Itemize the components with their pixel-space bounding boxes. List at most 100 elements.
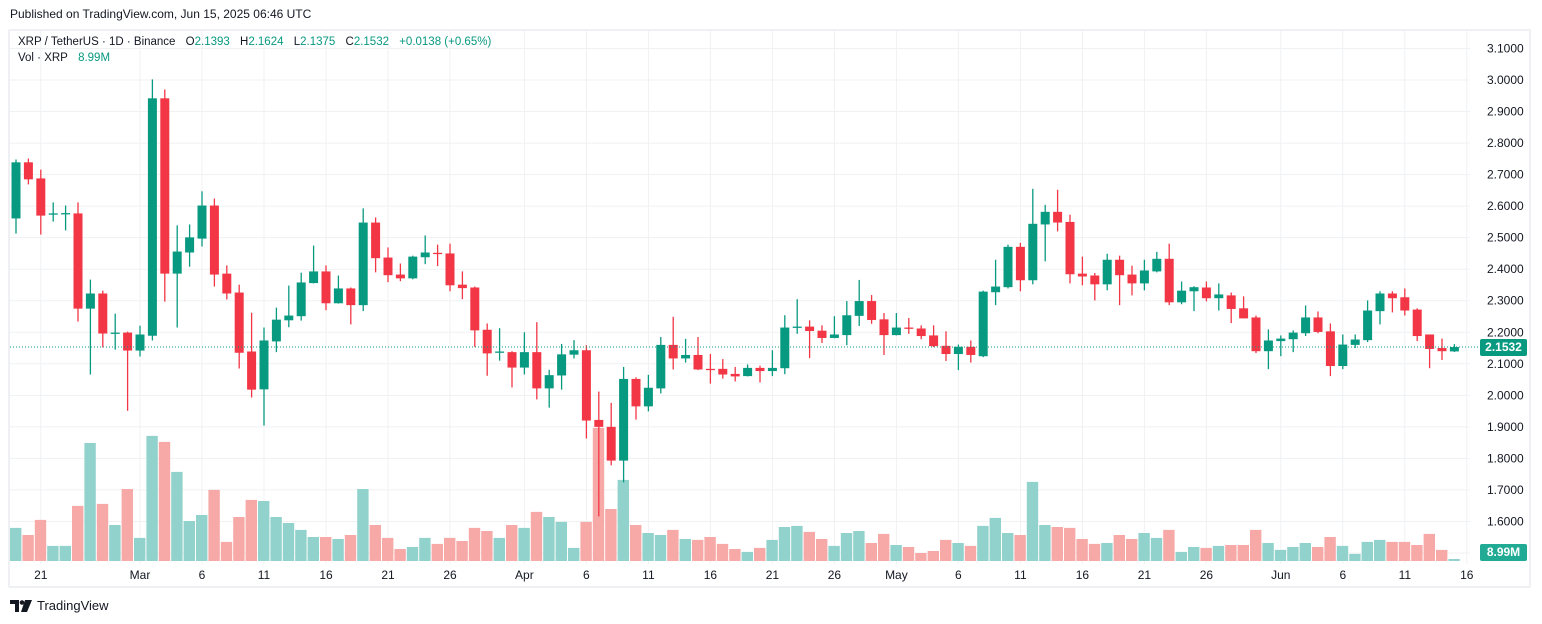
candle[interactable] <box>73 202 83 322</box>
candle[interactable] <box>271 307 281 353</box>
candle[interactable] <box>1375 291 1385 325</box>
candle[interactable] <box>1288 330 1298 353</box>
candle[interactable] <box>594 391 604 517</box>
candle[interactable] <box>867 295 877 324</box>
candle[interactable] <box>916 325 926 340</box>
candle[interactable] <box>1139 259 1149 291</box>
candle[interactable] <box>234 284 244 369</box>
candle[interactable] <box>371 217 381 273</box>
candle[interactable] <box>110 313 120 350</box>
candle[interactable] <box>854 279 864 326</box>
price-axis[interactable]: 3.1000 3.0000 2.9000 2.8000 2.7000 2.6000 2.50… <box>1487 42 1524 529</box>
candle[interactable] <box>1189 286 1199 312</box>
candle[interactable] <box>1363 300 1373 343</box>
candle[interactable] <box>557 343 567 390</box>
candle[interactable] <box>1301 305 1311 337</box>
candle[interactable] <box>991 259 1001 306</box>
tradingview-brand[interactable]: TradingView <box>10 598 109 613</box>
candle[interactable] <box>656 336 666 394</box>
candle[interactable] <box>209 198 219 287</box>
candle[interactable] <box>321 265 331 311</box>
candle[interactable] <box>1276 335 1286 357</box>
candle[interactable] <box>420 235 430 265</box>
candle[interactable] <box>247 312 257 398</box>
candle[interactable] <box>817 325 827 343</box>
candle[interactable] <box>147 79 157 341</box>
candle[interactable] <box>643 374 653 412</box>
candle[interactable] <box>978 290 988 358</box>
candle[interactable] <box>1239 296 1249 319</box>
candle[interactable] <box>668 316 678 370</box>
candle[interactable] <box>1102 253 1112 291</box>
candle[interactable] <box>98 290 108 348</box>
candle[interactable] <box>792 299 802 334</box>
candle[interactable] <box>1177 281 1187 305</box>
candle[interactable] <box>395 263 405 282</box>
candle[interactable] <box>23 158 33 185</box>
candle[interactable] <box>48 202 58 222</box>
candle[interactable] <box>445 243 455 292</box>
candle[interactable] <box>309 245 319 284</box>
candle[interactable] <box>61 205 71 231</box>
candle[interactable] <box>1313 311 1323 334</box>
candle[interactable] <box>569 340 579 359</box>
candle[interactable] <box>842 301 852 346</box>
candle[interactable] <box>346 287 356 325</box>
candle[interactable] <box>1201 281 1211 302</box>
candle[interactable] <box>11 159 21 234</box>
candle[interactable] <box>544 369 554 408</box>
candle[interactable] <box>358 208 368 312</box>
candle[interactable] <box>730 366 740 382</box>
candle[interactable] <box>433 244 443 267</box>
candle[interactable] <box>1214 283 1224 311</box>
candle[interactable] <box>1437 338 1447 361</box>
candle[interactable] <box>631 377 641 420</box>
candle[interactable] <box>1387 291 1397 313</box>
candle[interactable] <box>1164 243 1174 306</box>
candle[interactable] <box>1127 265 1137 296</box>
candle[interactable] <box>941 331 951 361</box>
candle[interactable] <box>519 332 529 375</box>
candle[interactable] <box>891 313 901 336</box>
candle[interactable] <box>457 271 467 300</box>
candle[interactable] <box>1065 214 1075 284</box>
candle[interactable] <box>284 285 294 328</box>
candle[interactable] <box>966 340 976 363</box>
symbol-info[interactable]: XRP / TetherUS · 1D · Binance <box>18 36 176 48</box>
candle[interactable] <box>718 359 728 379</box>
candle[interactable] <box>1028 188 1038 285</box>
candle[interactable] <box>1115 255 1125 306</box>
candle[interactable] <box>929 325 939 348</box>
candle[interactable] <box>953 344 963 371</box>
candle[interactable] <box>780 315 790 375</box>
candle[interactable] <box>383 247 393 283</box>
candle[interactable] <box>1350 334 1360 349</box>
candle[interactable] <box>482 323 492 376</box>
candle[interactable] <box>532 322 542 400</box>
candle[interactable] <box>259 327 269 426</box>
candle[interactable] <box>470 286 480 348</box>
candle[interactable] <box>1400 288 1410 316</box>
candle[interactable] <box>408 255 418 280</box>
candle[interactable] <box>606 402 616 466</box>
candle[interactable] <box>1015 242 1025 292</box>
candle[interactable] <box>1338 334 1348 370</box>
candle[interactable] <box>296 272 306 321</box>
candle[interactable] <box>619 366 629 483</box>
candle[interactable] <box>197 191 207 247</box>
candle[interactable] <box>1152 251 1162 273</box>
candle[interactable] <box>767 350 777 377</box>
candle[interactable] <box>333 275 343 304</box>
candle[interactable] <box>693 336 703 371</box>
candle[interactable] <box>879 313 889 355</box>
candle[interactable] <box>1053 189 1063 232</box>
candle[interactable] <box>1090 272 1100 301</box>
candle[interactable] <box>805 320 815 359</box>
candle[interactable] <box>1226 292 1236 324</box>
candle[interactable] <box>1449 344 1459 352</box>
candle[interactable] <box>1425 334 1435 369</box>
candle[interactable] <box>1003 244 1013 289</box>
candle[interactable] <box>1325 323 1335 377</box>
candle[interactable] <box>123 331 133 411</box>
